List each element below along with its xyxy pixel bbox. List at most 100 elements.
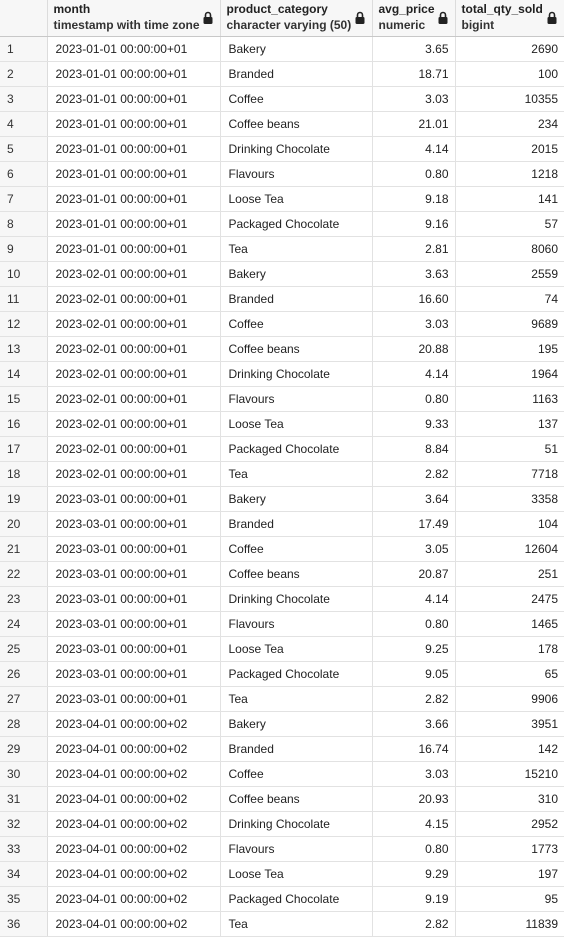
month-cell[interactable]: 2023-01-01 00:00:00+01 — [47, 62, 220, 87]
product-category-cell[interactable]: Tea — [220, 462, 372, 487]
total-qty-sold-cell[interactable]: 15210 — [455, 762, 564, 787]
month-cell[interactable]: 2023-02-01 00:00:00+01 — [47, 412, 220, 437]
product-category-cell[interactable]: Bakery — [220, 712, 372, 737]
row-number-cell[interactable]: 1 — [0, 37, 47, 62]
avg-price-cell[interactable]: 3.64 — [372, 487, 455, 512]
month-cell[interactable]: 2023-01-01 00:00:00+01 — [47, 162, 220, 187]
product-category-cell[interactable]: Loose Tea — [220, 412, 372, 437]
product-category-cell[interactable]: Coffee beans — [220, 787, 372, 812]
month-cell[interactable]: 2023-02-01 00:00:00+01 — [47, 437, 220, 462]
row-number-cell[interactable]: 11 — [0, 287, 47, 312]
row-number-cell[interactable]: 9 — [0, 237, 47, 262]
product-category-cell[interactable]: Branded — [220, 737, 372, 762]
row-number-cell[interactable]: 8 — [0, 212, 47, 237]
month-cell[interactable]: 2023-04-01 00:00:00+02 — [47, 887, 220, 912]
avg-price-cell[interactable]: 4.14 — [372, 587, 455, 612]
avg-price-cell[interactable]: 18.71 — [372, 62, 455, 87]
avg-price-cell[interactable]: 9.19 — [372, 887, 455, 912]
avg-price-cell[interactable]: 8.84 — [372, 437, 455, 462]
product-category-cell[interactable]: Coffee — [220, 87, 372, 112]
avg-price-cell[interactable]: 9.16 — [372, 212, 455, 237]
total-qty-sold-cell[interactable]: 104 — [455, 512, 564, 537]
row-number-cell[interactable]: 10 — [0, 262, 47, 287]
month-cell[interactable]: 2023-01-01 00:00:00+01 — [47, 237, 220, 262]
product-category-cell[interactable]: Flavours — [220, 162, 372, 187]
column-header-month[interactable]: month timestamp with time zone — [47, 0, 220, 37]
row-number-cell[interactable]: 25 — [0, 637, 47, 662]
total-qty-sold-cell[interactable]: 74 — [455, 287, 564, 312]
month-cell[interactable]: 2023-02-01 00:00:00+01 — [47, 362, 220, 387]
avg-price-cell[interactable]: 2.82 — [372, 687, 455, 712]
total-qty-sold-cell[interactable]: 12604 — [455, 537, 564, 562]
row-number-cell[interactable]: 7 — [0, 187, 47, 212]
total-qty-sold-cell[interactable]: 57 — [455, 212, 564, 237]
avg-price-cell[interactable]: 3.03 — [372, 762, 455, 787]
row-number-cell[interactable]: 21 — [0, 537, 47, 562]
product-category-cell[interactable]: Tea — [220, 237, 372, 262]
row-number-cell[interactable]: 3 — [0, 87, 47, 112]
avg-price-cell[interactable]: 9.33 — [372, 412, 455, 437]
total-qty-sold-cell[interactable]: 2475 — [455, 587, 564, 612]
month-cell[interactable]: 2023-03-01 00:00:00+01 — [47, 687, 220, 712]
product-category-cell[interactable]: Coffee beans — [220, 562, 372, 587]
avg-price-cell[interactable]: 17.49 — [372, 512, 455, 537]
total-qty-sold-cell[interactable]: 2690 — [455, 37, 564, 62]
column-header-product-category[interactable]: product_category character varying (50) — [220, 0, 372, 37]
product-category-cell[interactable]: Flavours — [220, 387, 372, 412]
row-number-cell[interactable]: 33 — [0, 837, 47, 862]
product-category-cell[interactable]: Drinking Chocolate — [220, 587, 372, 612]
month-cell[interactable]: 2023-02-01 00:00:00+01 — [47, 462, 220, 487]
row-number-cell[interactable]: 32 — [0, 812, 47, 837]
month-cell[interactable]: 2023-04-01 00:00:00+02 — [47, 787, 220, 812]
product-category-cell[interactable]: Flavours — [220, 612, 372, 637]
row-number-cell[interactable]: 26 — [0, 662, 47, 687]
total-qty-sold-cell[interactable]: 7718 — [455, 462, 564, 487]
product-category-cell[interactable]: Branded — [220, 512, 372, 537]
month-cell[interactable]: 2023-03-01 00:00:00+01 — [47, 537, 220, 562]
product-category-cell[interactable]: Coffee beans — [220, 337, 372, 362]
total-qty-sold-cell[interactable]: 9906 — [455, 687, 564, 712]
avg-price-cell[interactable]: 3.05 — [372, 537, 455, 562]
total-qty-sold-cell[interactable]: 2559 — [455, 262, 564, 287]
total-qty-sold-cell[interactable]: 142 — [455, 737, 564, 762]
row-number-cell[interactable]: 18 — [0, 462, 47, 487]
month-cell[interactable]: 2023-03-01 00:00:00+01 — [47, 612, 220, 637]
row-number-cell[interactable]: 14 — [0, 362, 47, 387]
total-qty-sold-cell[interactable]: 11839 — [455, 912, 564, 937]
product-category-cell[interactable]: Branded — [220, 62, 372, 87]
month-cell[interactable]: 2023-02-01 00:00:00+01 — [47, 287, 220, 312]
row-number-cell[interactable]: 13 — [0, 337, 47, 362]
row-number-cell[interactable]: 30 — [0, 762, 47, 787]
total-qty-sold-cell[interactable]: 197 — [455, 862, 564, 887]
avg-price-cell[interactable]: 0.80 — [372, 612, 455, 637]
month-cell[interactable]: 2023-03-01 00:00:00+01 — [47, 637, 220, 662]
avg-price-cell[interactable]: 4.14 — [372, 137, 455, 162]
total-qty-sold-cell[interactable]: 141 — [455, 187, 564, 212]
total-qty-sold-cell[interactable]: 1163 — [455, 387, 564, 412]
avg-price-cell[interactable]: 9.25 — [372, 637, 455, 662]
product-category-cell[interactable]: Bakery — [220, 262, 372, 287]
product-category-cell[interactable]: Bakery — [220, 37, 372, 62]
avg-price-cell[interactable]: 3.65 — [372, 37, 455, 62]
total-qty-sold-cell[interactable]: 1465 — [455, 612, 564, 637]
avg-price-cell[interactable]: 0.80 — [372, 387, 455, 412]
total-qty-sold-cell[interactable]: 95 — [455, 887, 564, 912]
avg-price-cell[interactable]: 16.74 — [372, 737, 455, 762]
